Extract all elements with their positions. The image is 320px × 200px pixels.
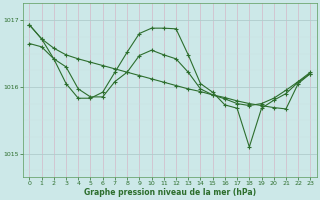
X-axis label: Graphe pression niveau de la mer (hPa): Graphe pression niveau de la mer (hPa): [84, 188, 256, 197]
